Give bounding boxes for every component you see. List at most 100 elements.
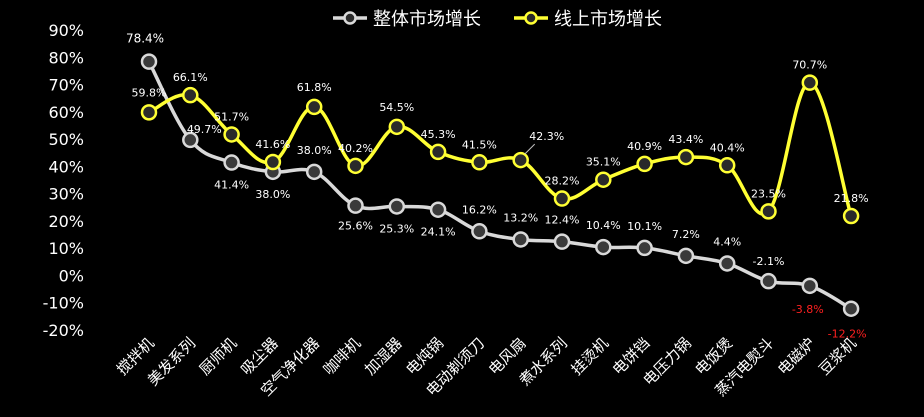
online-growth-marker <box>388 118 406 136</box>
overall-growth-marker <box>471 223 488 240</box>
overall-growth-marker <box>801 277 819 295</box>
overall-growth-marker <box>347 197 364 214</box>
online-value-label: 70.7% <box>792 59 827 72</box>
online-growth-marker <box>553 190 571 207</box>
y-tick-label: 0% <box>59 266 84 285</box>
online-value-label: 35.1% <box>586 156 621 169</box>
online-growth-marker <box>760 203 777 220</box>
online-value-label: 41.5% <box>462 138 497 151</box>
online-value-label: 40.2% <box>338 142 373 155</box>
x-tick-label: 厨师机 <box>196 334 241 379</box>
legend-item-overall: 整体市场增长 <box>333 9 481 30</box>
online-value-label: 40.9% <box>627 140 662 153</box>
overall-growth-marker <box>595 238 612 256</box>
overall-growth-marker <box>512 231 529 248</box>
online-growth-marker <box>512 151 529 169</box>
online-growth-marker <box>677 148 695 166</box>
x-tick-label: 咖啡机 <box>320 334 365 379</box>
online-growth-marker <box>471 154 488 171</box>
y-tick-label: 50% <box>48 130 84 149</box>
online-growth-marker <box>182 86 199 104</box>
overall-value-label: -2.1% <box>753 255 785 268</box>
online-growth-marker <box>636 155 653 173</box>
overall-value-label: 24.1% <box>421 226 456 239</box>
overall-value-label: -3.8% <box>792 303 824 316</box>
legend-marker-swatch <box>343 11 357 25</box>
online-value-label: 54.5% <box>379 101 414 114</box>
overall-value-label: 38.0% <box>297 144 332 157</box>
online-value-label: 45.3% <box>421 128 456 141</box>
overall-value-label: -12.2% <box>828 328 867 341</box>
overall-growth-marker <box>388 198 406 215</box>
overall-growth-marker <box>140 53 158 70</box>
online-value-label: 21.8% <box>834 192 869 205</box>
online-growth-marker <box>140 104 158 121</box>
overall-growth-marker <box>636 239 653 257</box>
overall-growth-marker <box>677 247 695 265</box>
online-growth-marker <box>347 157 364 175</box>
y-tick-label: 20% <box>48 212 84 231</box>
online-growth-marker <box>429 143 447 161</box>
overall-growth-marker <box>553 233 571 250</box>
online-value-label: 43.4% <box>668 133 703 146</box>
online-growth-marker <box>842 207 860 225</box>
y-tick-label: 70% <box>48 76 84 95</box>
x-tick-label: 豆浆机 <box>815 334 860 379</box>
overall-value-label: 16.2% <box>462 203 497 216</box>
online-growth-marker <box>801 74 819 91</box>
online-growth-marker <box>718 157 736 174</box>
x-tick-label: 挂烫机 <box>568 334 613 379</box>
overall-value-label: 49.7% <box>187 123 222 136</box>
x-axis-labels: 搅拌机美发系列厨师机吸尘器空气净化器咖啡机加湿器电炖锅电动剃须刀电风扇煮水系列挂… <box>113 334 860 400</box>
online-growth-marker <box>595 171 612 188</box>
overall-value-label: 41.4% <box>214 179 249 192</box>
overall-value-label: 25.6% <box>338 220 373 233</box>
online-growth-marker <box>264 153 282 171</box>
online-value-label: 41.6% <box>255 138 290 151</box>
y-axis: 90% 80% 70% 60% 50% 40% 30% 20% 10% 0% -10% -20% <box>43 21 84 340</box>
y-tick-label: 60% <box>48 103 84 122</box>
overall-growth-marker <box>842 300 860 317</box>
overall-value-label: 12.4% <box>545 214 580 227</box>
online-value-label: 51.7% <box>214 110 249 123</box>
overall-growth-line <box>147 60 852 311</box>
legend-label: 整体市场增长 <box>373 9 481 30</box>
overall-growth-marker <box>429 201 447 218</box>
online-value-label: 28.2% <box>545 175 580 188</box>
overall-value-label: 10.1% <box>627 220 662 233</box>
overall-value-label: 25.3% <box>379 222 414 235</box>
legend-label: 线上市场增长 <box>554 9 662 30</box>
overall-growth-marker <box>760 272 777 290</box>
y-tick-label: -10% <box>43 294 84 313</box>
overall-growth-marker <box>182 131 199 149</box>
online-value-label: 40.4% <box>710 141 745 154</box>
online-value-label: 66.1% <box>173 71 208 84</box>
overall-value-label: 78.4% <box>126 32 164 46</box>
y-tick-label: 10% <box>48 239 84 258</box>
y-tick-label: 90% <box>48 21 84 40</box>
legend-marker-swatch <box>524 11 538 25</box>
x-tick-label: 加湿器 <box>361 334 406 379</box>
online-growth-line <box>148 80 853 217</box>
overall-value-label: 10.4% <box>586 219 621 232</box>
online-value-label: 61.8% <box>297 81 332 94</box>
online-value-label: 59.8% <box>132 86 167 99</box>
series-lines <box>140 53 860 317</box>
overall-growth-marker <box>718 255 736 272</box>
overall-growth-marker <box>223 154 240 171</box>
overall-growth-marker <box>305 163 323 181</box>
legend: 整体市场增长 线上市场增长 <box>333 9 662 30</box>
overall-value-label: 38.0% <box>255 188 290 201</box>
online-growth-marker <box>305 98 323 116</box>
y-tick-label: -20% <box>43 321 84 340</box>
overall-value-label: 7.2% <box>672 228 700 241</box>
label-leader-line <box>524 143 536 155</box>
data-labels: 59.8% 66.1% 51.7% 41.6% 61.8% 40.2% 54.5% 45.3%… <box>126 32 869 341</box>
online-value-label: 42.3% <box>529 130 564 143</box>
y-tick-label: 40% <box>48 157 84 176</box>
overall-value-label: 4.4% <box>713 235 741 248</box>
y-tick-label: 80% <box>48 48 84 67</box>
legend-item-online: 线上市场增长 <box>514 9 662 30</box>
